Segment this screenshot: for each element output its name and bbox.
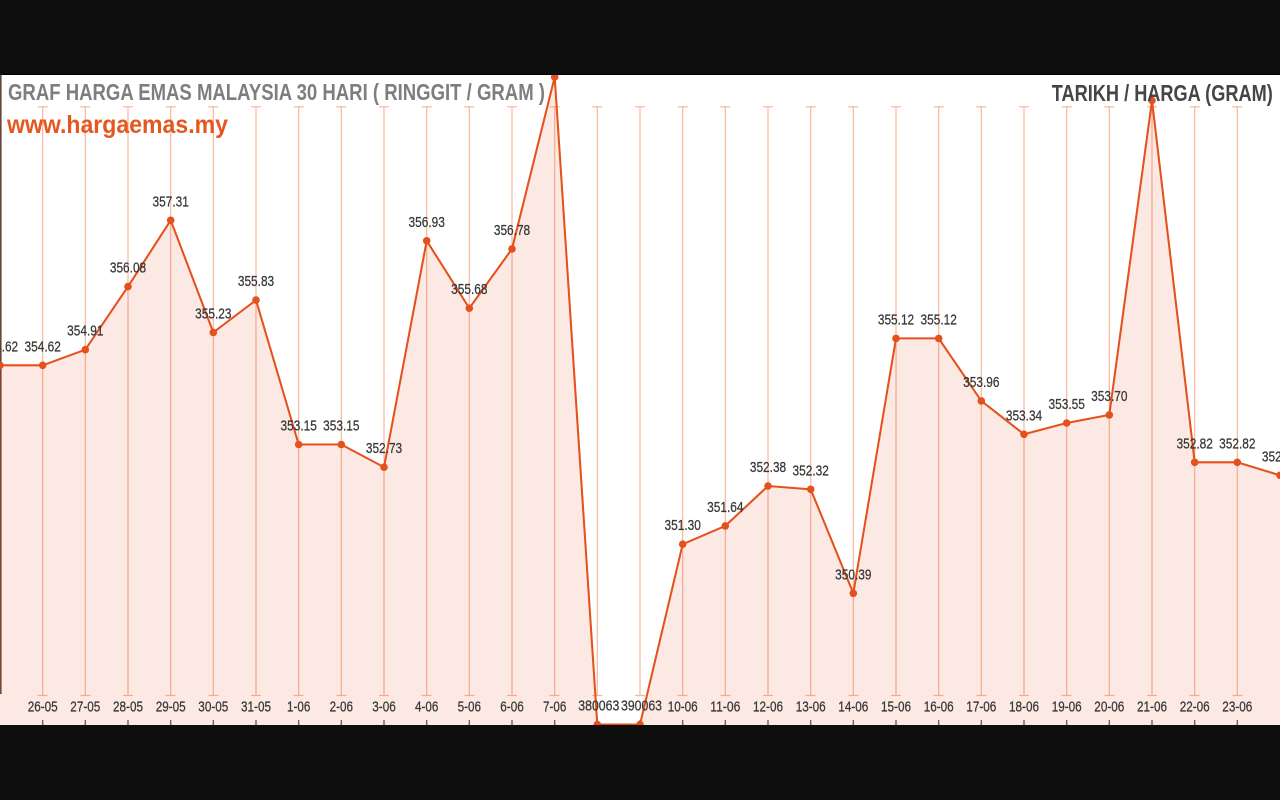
svg-text:18-06: 18-06 [1009, 700, 1039, 716]
svg-text:353.15: 353.15 [323, 419, 359, 435]
svg-text:19-06: 19-06 [1052, 700, 1082, 716]
svg-text:12-06: 12-06 [753, 700, 783, 716]
svg-text:22-06: 22-06 [1180, 700, 1210, 716]
svg-text:380063: 380063 [578, 699, 619, 715]
svg-text:355.23: 355.23 [195, 306, 231, 322]
svg-text:13-06: 13-06 [796, 700, 826, 716]
svg-text:352.32: 352.32 [793, 463, 829, 479]
svg-text:354.62: 354.62 [25, 339, 61, 355]
svg-text:7-06: 7-06 [543, 700, 566, 716]
svg-text:355.68: 355.68 [451, 282, 487, 298]
svg-text:2-06: 2-06 [330, 700, 353, 716]
svg-text:352.58: 352.58 [1262, 449, 1280, 465]
svg-text:5-06: 5-06 [458, 700, 481, 716]
svg-text:353.96: 353.96 [963, 375, 999, 391]
svg-text:356.93: 356.93 [409, 215, 445, 231]
svg-text:3-06: 3-06 [372, 700, 395, 716]
svg-text:21-06: 21-06 [1137, 700, 1167, 716]
svg-text:350.39: 350.39 [835, 567, 871, 583]
svg-text:352.73: 352.73 [366, 441, 402, 457]
svg-text:14-06: 14-06 [838, 700, 868, 716]
svg-text:355.12: 355.12 [878, 312, 914, 328]
svg-text:353.34: 353.34 [1006, 408, 1042, 424]
svg-text:354.91: 354.91 [67, 324, 103, 340]
svg-text:11-06: 11-06 [710, 700, 740, 716]
svg-text:351.64: 351.64 [707, 500, 743, 516]
svg-text:352.38: 352.38 [750, 460, 786, 476]
svg-text:355.12: 355.12 [921, 312, 957, 328]
svg-text:20-06: 20-06 [1094, 700, 1124, 716]
svg-text:352.82: 352.82 [1177, 436, 1213, 452]
svg-text:15-06: 15-06 [881, 700, 911, 716]
svg-text:28-05: 28-05 [113, 700, 143, 716]
svg-text:356.78: 356.78 [494, 223, 530, 239]
svg-text:30-05: 30-05 [198, 700, 228, 716]
svg-text:17-06: 17-06 [966, 700, 996, 716]
svg-text:353.70: 353.70 [1091, 389, 1127, 405]
svg-text:10-06: 10-06 [668, 700, 698, 716]
svg-text:26-05: 26-05 [28, 700, 58, 716]
svg-text:1-06: 1-06 [287, 700, 310, 716]
svg-text:23-06: 23-06 [1222, 700, 1252, 716]
svg-text:354.62: 354.62 [0, 339, 18, 355]
svg-text:6-06: 6-06 [500, 700, 523, 716]
svg-text:31-05: 31-05 [241, 700, 271, 716]
svg-text:27-05: 27-05 [70, 700, 100, 716]
svg-text:29-05: 29-05 [156, 700, 186, 716]
svg-text:357.31: 357.31 [153, 194, 189, 210]
svg-text:4-06: 4-06 [415, 700, 438, 716]
svg-text:352.82: 352.82 [1219, 436, 1255, 452]
svg-text:353.15: 353.15 [281, 419, 317, 435]
svg-text:16-06: 16-06 [924, 700, 954, 716]
svg-text:390063: 390063 [621, 699, 662, 715]
svg-text:353.55: 353.55 [1049, 397, 1085, 413]
svg-text:351.30: 351.30 [665, 518, 701, 534]
svg-text:356.08: 356.08 [110, 261, 146, 277]
svg-text:355.83: 355.83 [238, 274, 274, 290]
